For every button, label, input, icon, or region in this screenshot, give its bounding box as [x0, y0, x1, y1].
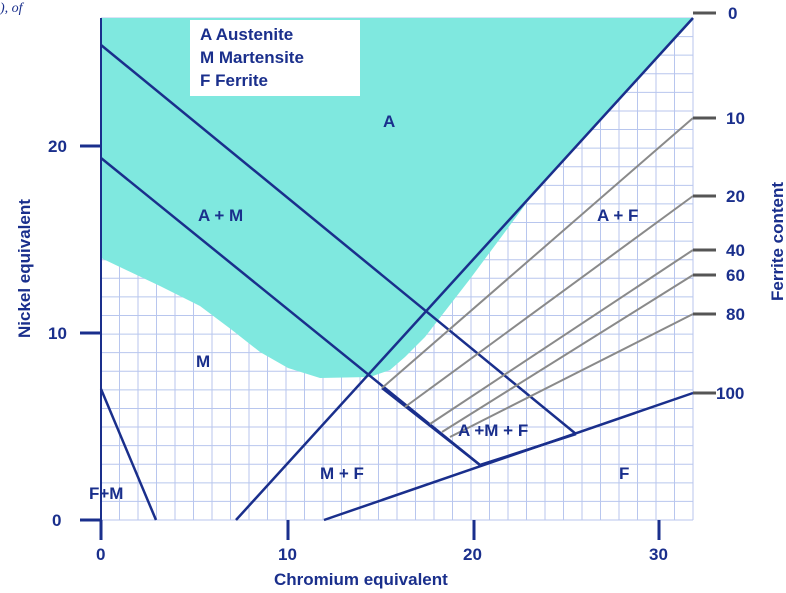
- legend-martensite: M Martensite: [200, 48, 304, 67]
- legend-box: [190, 20, 360, 96]
- ferrite-label-10: 10: [726, 109, 745, 128]
- ferrite-label-0: 0: [728, 4, 737, 23]
- y-tick-label-20: 20: [48, 137, 67, 156]
- ferrite-contour-lines: [381, 117, 694, 438]
- ferrite-axis-title: Ferrite content: [768, 182, 786, 301]
- x-tick-marks: [99, 520, 661, 540]
- ferrite-label-20: 20: [726, 187, 745, 206]
- ferrite-label-80: 80: [726, 305, 745, 324]
- region-label-m: M: [196, 352, 210, 371]
- ferrite-label-40: 40: [726, 241, 745, 260]
- x-tick-label-0: 0: [96, 545, 105, 564]
- region-label-a-m: A + M: [198, 206, 243, 225]
- legend-austenite: A Austenite: [200, 25, 293, 44]
- x-tick-label-10: 10: [278, 545, 297, 564]
- region-label-m-f: M + F: [320, 464, 364, 483]
- ferrite-20-line: [404, 195, 694, 408]
- y-tick-marks: [80, 144, 101, 522]
- austenite-region: [101, 18, 693, 378]
- region-label-a-m-f: A +M + F: [458, 421, 528, 440]
- austenite-boundary-line: [235, 17, 694, 521]
- corner-fragment: ), of: [0, 1, 25, 16]
- x-tick-label-30: 30: [649, 545, 668, 564]
- boundary-lines: [99, 17, 694, 522]
- ferrite-label-60: 60: [726, 266, 745, 285]
- region-label-a: A: [383, 112, 395, 131]
- ferrite-80-line: [449, 313, 694, 438]
- y-axis-title: Nickel equivalent: [15, 199, 34, 338]
- martensite-start-line-upper: [100, 44, 577, 435]
- region-label-a-f: A + F: [597, 206, 638, 225]
- region-label-f-m: F+M: [89, 484, 123, 503]
- ferrite-label-100: 100: [716, 384, 744, 403]
- y-tick-label-10: 10: [48, 324, 67, 343]
- region-label-f: F: [619, 464, 629, 483]
- ferrite-contour-base: [381, 387, 577, 467]
- legend-ferrite: F Ferrite: [200, 71, 268, 90]
- ferrite-10-line: [381, 117, 694, 389]
- ferrite-40-line: [429, 249, 694, 425]
- y-tick-label-0: 0: [52, 511, 61, 530]
- x-tick-label-20: 20: [463, 545, 482, 564]
- x-axis-title: Chromium equivalent: [274, 570, 448, 589]
- ferrite-tick-marks: [693, 11, 716, 395]
- ferrite-60-line: [441, 274, 694, 433]
- f-m-boundary-line: [99, 388, 158, 521]
